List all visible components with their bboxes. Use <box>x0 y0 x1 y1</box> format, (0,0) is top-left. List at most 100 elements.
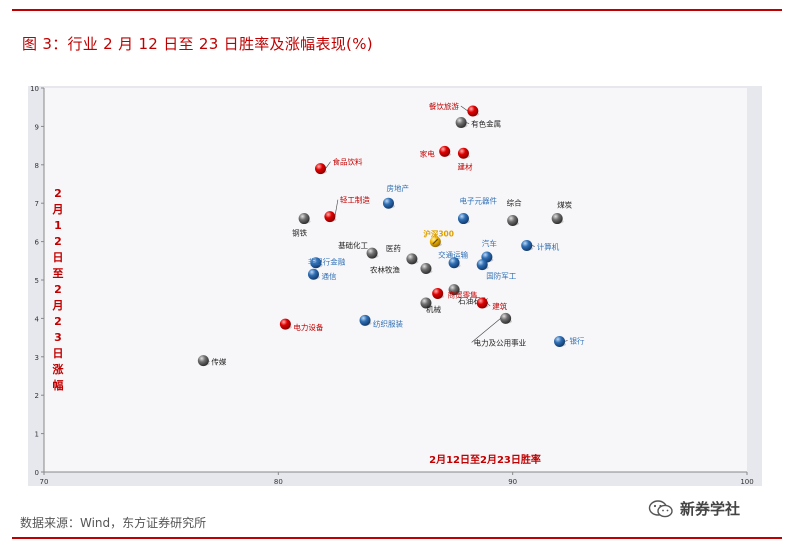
y-axis-label-char: 日 <box>53 251 64 264</box>
point-label: 国防军工 <box>486 271 516 281</box>
chart-title: 图 3：行业 2 月 12 日至 23 日胜率及涨幅表现(%) <box>22 35 373 53</box>
leader-line <box>531 245 535 247</box>
point-label: 家电 <box>420 148 435 158</box>
leader-line <box>486 302 491 307</box>
data-point <box>500 312 512 324</box>
data-point <box>455 117 467 129</box>
data-point <box>366 247 378 259</box>
point-label: 房地产 <box>386 183 409 193</box>
point-label: 交通运输 <box>438 250 468 260</box>
point-label: 计算机 <box>537 241 560 251</box>
watermark: 新券学社 <box>648 498 740 519</box>
point-label: 商贸零售 <box>448 289 478 299</box>
point-label: 汽车 <box>482 238 497 248</box>
point-label: 农林牧渔 <box>370 264 400 274</box>
y-tick-label: 3 <box>35 354 39 362</box>
point-label: 非银行金融 <box>308 257 346 267</box>
data-point <box>551 213 563 225</box>
y-axis-label-char: 2 <box>54 235 62 248</box>
point-label: 电力设备 <box>293 322 323 332</box>
y-axis-label-char: 2 <box>54 283 62 296</box>
point-label: 银行 <box>570 335 585 345</box>
point-label: 煤炭 <box>557 200 572 210</box>
data-point <box>420 262 432 274</box>
y-axis-label-char: 3 <box>54 331 62 344</box>
data-point <box>457 213 469 225</box>
source-note: 数据来源：Wind，东方证券研究所 <box>20 516 207 530</box>
point-label: 通信 <box>321 271 336 281</box>
data-point <box>457 147 469 159</box>
point-label: 机械 <box>426 304 441 314</box>
data-point <box>476 297 488 309</box>
leader-line <box>564 340 568 342</box>
marker-slash <box>432 238 439 245</box>
data-point <box>439 145 451 157</box>
y-axis-label-char: 月 <box>52 203 64 216</box>
data-point <box>476 259 488 271</box>
data-point <box>448 257 460 269</box>
point-label: 电力及公用事业 <box>474 337 527 347</box>
data-point <box>359 314 371 326</box>
x-tick-label: 70 <box>40 478 49 486</box>
data-point <box>324 211 336 223</box>
leader-line <box>334 199 339 217</box>
data-point <box>307 268 319 280</box>
bottom-rule <box>12 537 782 539</box>
point-label: 石油石化 <box>458 296 488 306</box>
point-label: 有色金属 <box>471 119 501 129</box>
y-tick-label: 1 <box>35 431 39 439</box>
y-tick-label: 6 <box>35 239 40 247</box>
y-tick-label: 10 <box>30 85 39 93</box>
axes: 0 1 2 3 4 5 6 7 8 9 10 70 80 90 100 <box>30 85 754 486</box>
data-point <box>298 213 310 225</box>
point-label: 钢铁 <box>292 228 307 238</box>
data-point <box>432 287 444 299</box>
point-label: 沪深300 <box>423 229 454 239</box>
point-label: 基础化工 <box>338 240 368 250</box>
y-axis-label-char: 1 <box>54 219 62 232</box>
leader-line <box>460 105 469 112</box>
leader-line <box>325 161 331 169</box>
point-label: 食品饮料 <box>333 157 363 167</box>
point-label: 轻工制造 <box>340 195 370 205</box>
data-point <box>315 163 327 175</box>
y-axis-label-char: 幅 <box>53 378 64 392</box>
y-tick-label: 8 <box>35 162 39 170</box>
point-label: 电子元器件 <box>459 196 497 206</box>
plot-area <box>44 88 747 472</box>
y-tick-label: 0 <box>35 469 39 477</box>
data-point <box>406 253 418 265</box>
data-point <box>420 297 432 309</box>
data-point <box>448 284 460 296</box>
leader-line <box>466 122 470 124</box>
y-tick-label: 2 <box>35 392 39 400</box>
x-axis-label: 2月12日至2月23日胜率 <box>429 453 541 466</box>
leader-line <box>471 318 501 343</box>
y-axis-label-char: 2 <box>54 315 62 328</box>
y-tick-label: 5 <box>35 277 39 285</box>
y-axis-label-char: 涨 <box>53 362 64 376</box>
y-axis-label-char: 日 <box>53 347 64 360</box>
data-point <box>507 214 519 226</box>
data-point <box>521 239 533 251</box>
y-tick-label: 4 <box>35 315 40 323</box>
data-point <box>467 105 479 117</box>
point-label: 传媒 <box>211 357 226 367</box>
point-label: 建材 <box>457 161 472 171</box>
y-tick-label: 9 <box>35 123 39 131</box>
top-rule <box>12 9 782 11</box>
data-point <box>197 355 209 367</box>
data-point <box>554 335 566 347</box>
y-tick-label: 7 <box>35 200 39 208</box>
y-axis-label-char: 2 <box>54 187 62 200</box>
x-tick-label: 80 <box>274 478 283 486</box>
leader-line <box>208 360 210 362</box>
point-label: 纺织服装 <box>373 318 403 328</box>
point-label: 医药 <box>386 243 401 253</box>
x-tick-label: 90 <box>508 478 517 486</box>
point-label: 餐饮旅游 <box>429 101 459 111</box>
wechat-icon <box>648 499 673 517</box>
